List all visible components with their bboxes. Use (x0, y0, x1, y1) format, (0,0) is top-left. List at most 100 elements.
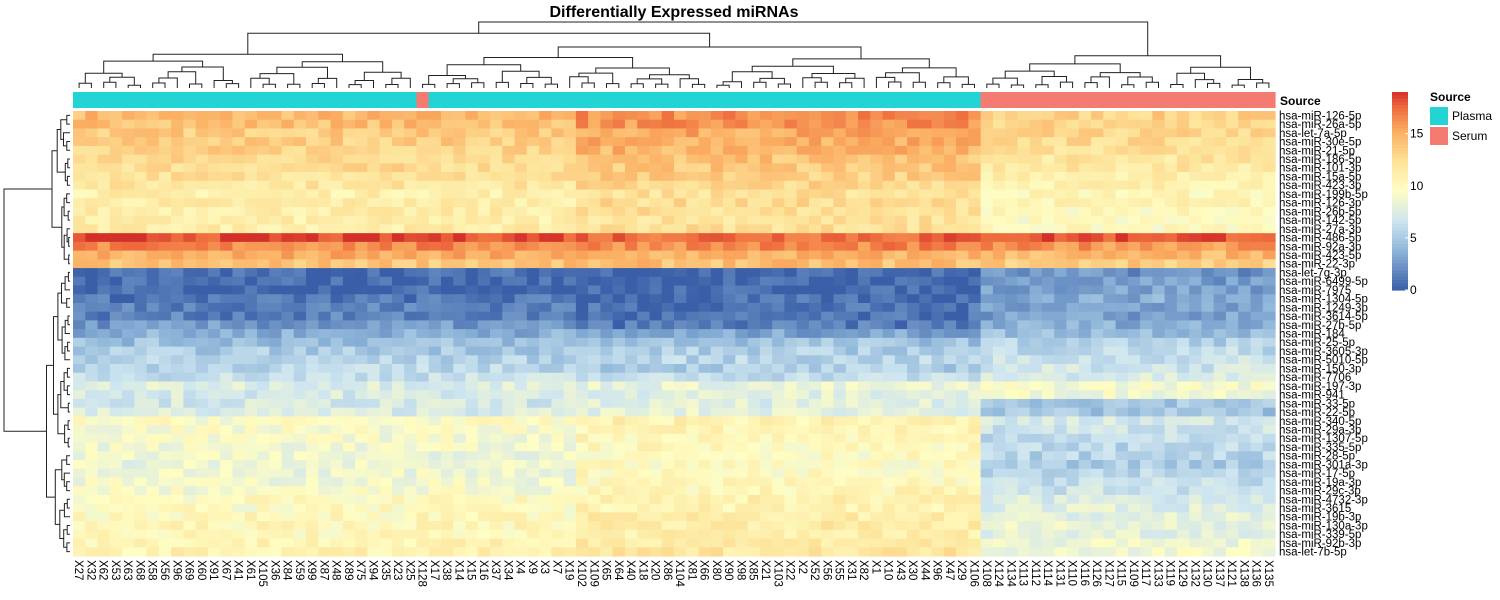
heatmap-cell (747, 268, 761, 278)
heatmap-cell (269, 137, 283, 147)
heatmap-cell (220, 337, 234, 348)
heatmap-cell (674, 276, 687, 287)
heatmap-cell (1164, 145, 1178, 156)
heatmap-cell (1201, 189, 1215, 199)
heatmap-cell (391, 250, 405, 260)
heatmap-cell (85, 521, 99, 531)
heatmap-cell (232, 224, 246, 234)
heatmap-cell (1103, 390, 1117, 400)
heatmap-cell (1041, 285, 1055, 295)
heatmap-cell (440, 311, 454, 322)
heatmap-cell (1005, 346, 1019, 356)
heatmap-cell (637, 320, 651, 330)
heatmap-cell (293, 503, 307, 513)
heatmap-cell (857, 398, 871, 409)
heatmap-cell (980, 494, 994, 505)
heatmap-cell (588, 241, 602, 252)
heatmap-cell (1238, 364, 1252, 374)
heatmap-cell (907, 189, 920, 199)
heatmap-cell (1213, 460, 1227, 470)
heatmap-cell (281, 451, 295, 461)
heatmap-cell (440, 460, 454, 470)
heatmap-cell (391, 111, 405, 121)
heatmap-cell (1127, 294, 1141, 304)
heatmap-cell (943, 364, 957, 374)
annotation-cell (1250, 92, 1264, 108)
heatmap-cell (134, 372, 148, 383)
heatmap-cell (588, 486, 602, 496)
heatmap-cell (404, 460, 418, 470)
heatmap-cell (1262, 460, 1276, 470)
heatmap-cell (453, 512, 467, 522)
heatmap-cell (1091, 337, 1104, 348)
heatmap-cell (1201, 477, 1215, 487)
heatmap-cell (710, 442, 724, 452)
heatmap-cell (539, 224, 552, 234)
heatmap-cell (1054, 311, 1068, 322)
annotation-cell (514, 92, 528, 108)
heatmap-cell (306, 425, 319, 435)
heatmap-cell (1029, 372, 1043, 383)
heatmap-cell (1213, 512, 1227, 522)
heatmap-cell (453, 172, 467, 182)
heatmap-cell (85, 460, 99, 470)
heatmap-cell (134, 512, 148, 522)
heatmap-cell (588, 320, 602, 330)
heatmap-cell (171, 442, 184, 452)
heatmap-cell (784, 372, 798, 383)
dendrogram-branch (61, 282, 67, 304)
heatmap-cell (526, 250, 540, 260)
heatmap-cell (931, 407, 945, 417)
heatmap-cell (624, 111, 638, 121)
heatmap-cell (1189, 355, 1203, 365)
dendrogram-branch (1207, 82, 1221, 88)
heatmap-cell (759, 329, 773, 339)
heatmap-cell (391, 398, 405, 409)
dendrogram-branch (158, 77, 178, 88)
heatmap-cell (1103, 416, 1117, 426)
heatmap-cell (330, 233, 344, 243)
heatmap-cell (637, 119, 651, 130)
heatmap-cell (465, 477, 479, 487)
heatmap-cell (992, 189, 1006, 199)
heatmap-cell (207, 163, 221, 173)
heatmap-cell (490, 521, 503, 531)
heatmap-cell (195, 172, 209, 182)
heatmap-cell (1078, 206, 1092, 217)
heatmap-cell (821, 145, 835, 156)
heatmap-cell (269, 180, 283, 191)
annotation-cell (1041, 92, 1055, 108)
heatmap-cell (1140, 390, 1153, 400)
heatmap-cell (1238, 381, 1252, 391)
heatmap-cell (1250, 381, 1264, 391)
heatmap-cell (637, 460, 651, 470)
heatmap-cell (882, 468, 896, 479)
heatmap-cell (1041, 468, 1055, 479)
heatmap-cell (637, 329, 651, 339)
heatmap-cell (796, 398, 810, 409)
heatmap-cell (563, 206, 577, 217)
heatmap-cell (870, 268, 884, 278)
heatmap-cell (968, 128, 982, 138)
heatmap-cell (808, 364, 822, 374)
heatmap-cell (158, 137, 172, 147)
heatmap-cell (894, 460, 908, 470)
heatmap-cell (919, 329, 933, 339)
heatmap-cell (1029, 460, 1043, 470)
heatmap-cell (870, 337, 884, 348)
heatmap-cell (894, 145, 908, 156)
heatmap-cell (686, 285, 700, 295)
heatmap-cell (158, 320, 172, 330)
heatmap-cell (281, 416, 295, 426)
heatmap-cell (956, 416, 969, 426)
heatmap-cell (821, 486, 835, 496)
heatmap-cell (465, 346, 479, 356)
heatmap-cell (428, 398, 442, 409)
heatmap-cell (232, 346, 246, 356)
heatmap-cell (490, 137, 503, 147)
heatmap-cell (612, 233, 626, 243)
heatmap-cell (551, 372, 565, 383)
heatmap-cell (465, 494, 479, 505)
heatmap-cell (624, 425, 638, 435)
heatmap-cell (1176, 442, 1190, 452)
